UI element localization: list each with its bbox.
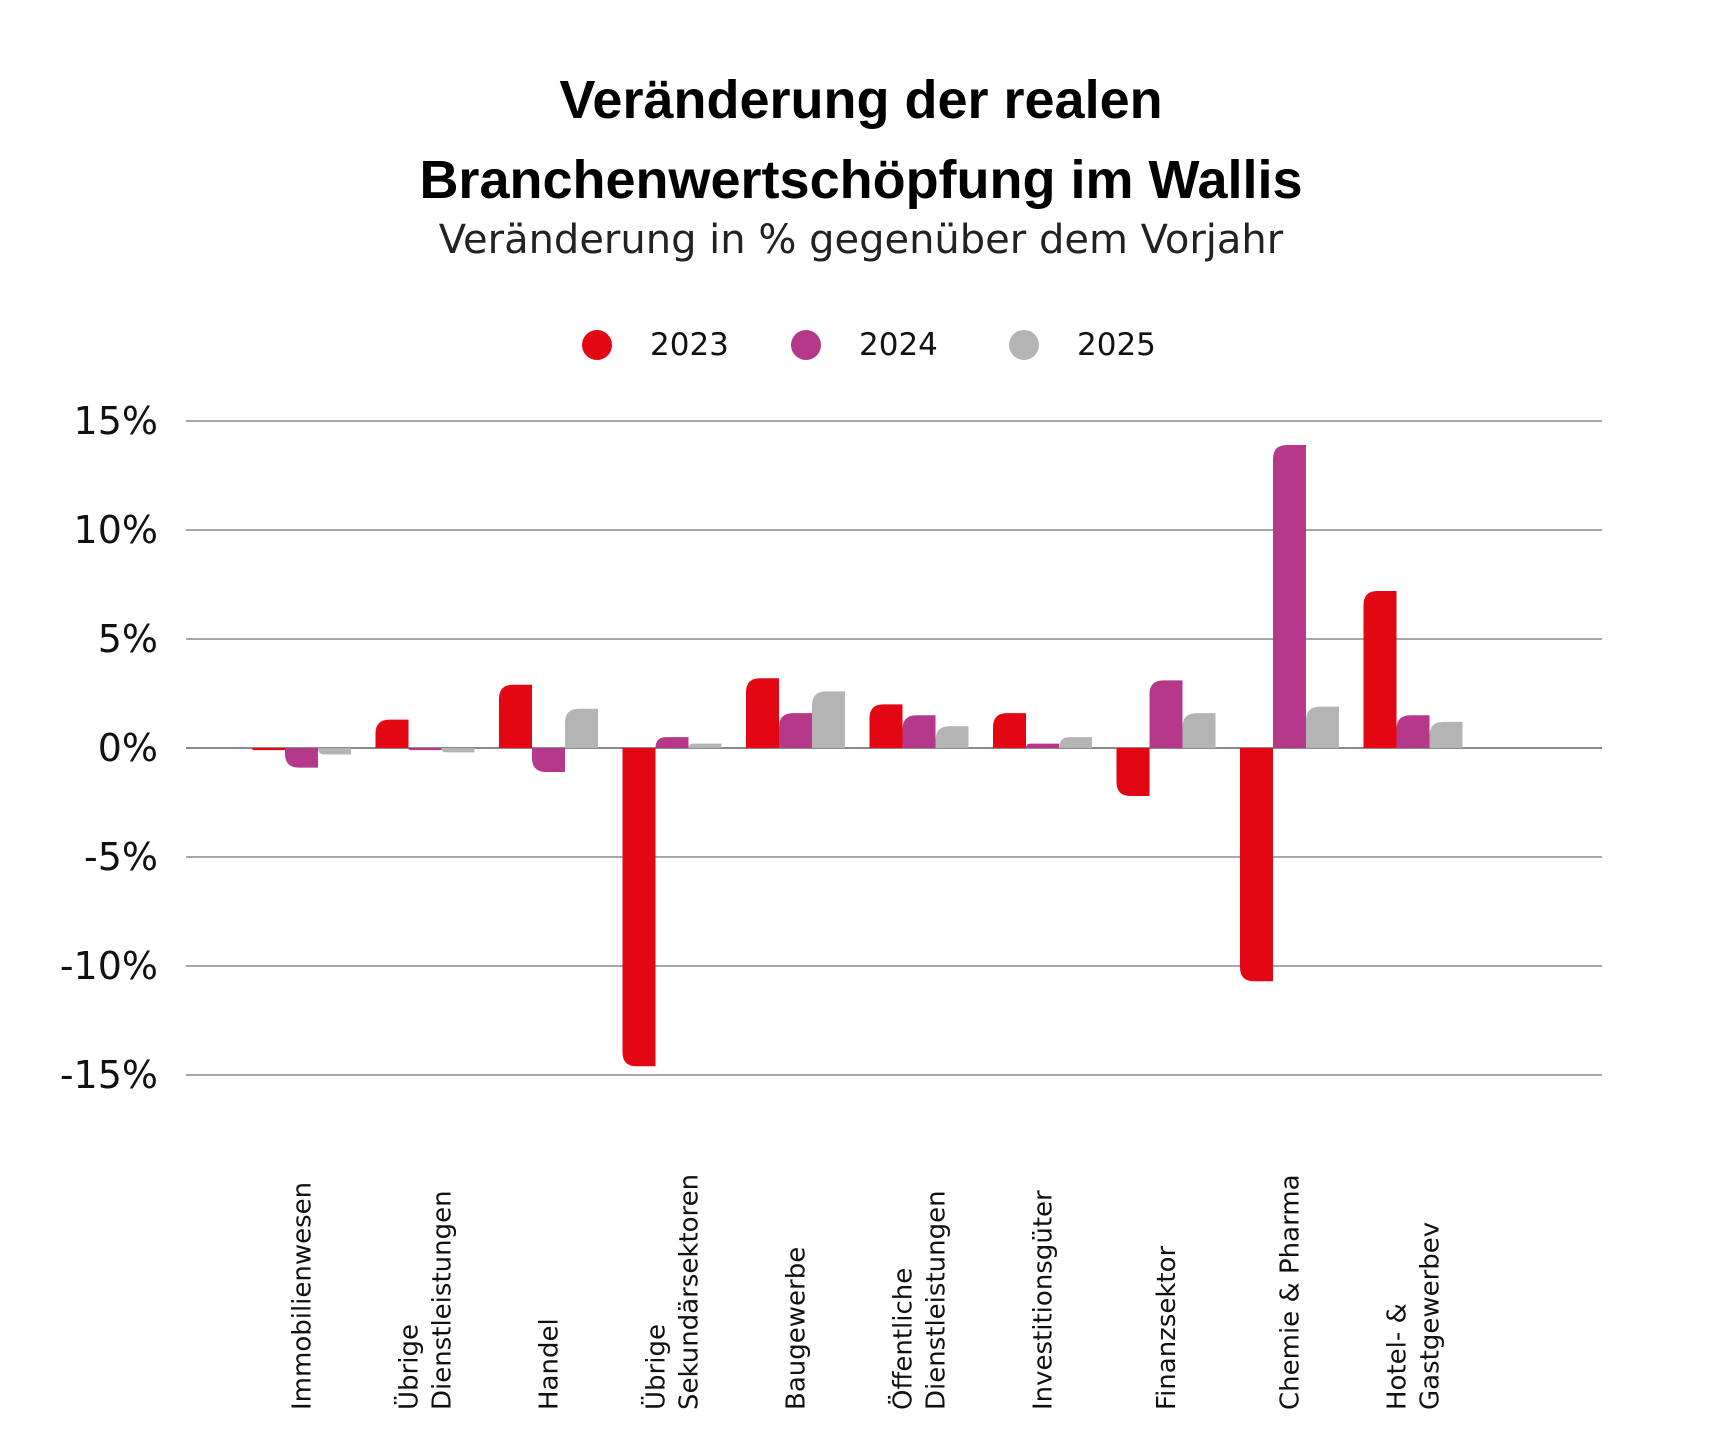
category-label: Gastgewerbev [1416, 1222, 1446, 1410]
bar-2025 [812, 691, 845, 748]
category-label: Dienstleistungen [428, 1190, 458, 1410]
bar-2024 [779, 713, 812, 748]
y-tick-label: 10% [74, 508, 158, 552]
category-label: Chemie & Pharma [1276, 1174, 1306, 1410]
y-tick-label: 5% [98, 617, 158, 661]
bar-2025 [565, 708, 598, 748]
bar-2024 [1149, 680, 1183, 748]
bar-2025 [1429, 721, 1463, 748]
bar-2023 [993, 713, 1026, 748]
category-label: Öffentliche [887, 1268, 919, 1410]
bar-2023 [746, 678, 779, 748]
legend-item-2023: 2023 [582, 322, 729, 368]
category-label: Baugewerbe [782, 1247, 812, 1410]
bar-2023 [375, 719, 409, 748]
y-tick-label: -5% [84, 835, 158, 879]
bar-2023 [252, 748, 285, 751]
bar-2024 [1026, 743, 1059, 748]
category-label: Übrige [393, 1324, 425, 1410]
bar-2024 [532, 748, 565, 772]
legend-swatch-2024 [791, 330, 821, 360]
category-label: Sekundärsektoren [675, 1174, 705, 1410]
legend-item-2024: 2024 [791, 322, 938, 368]
chart-subtitle: Veränderung in % gegenüber dem Vorjahr [438, 217, 1284, 263]
bar-2023 [1363, 591, 1397, 748]
bar-2024 [902, 715, 936, 748]
category-label: Handel [535, 1318, 565, 1410]
bar-2023 [1116, 748, 1150, 796]
legend-swatch-2023 [582, 330, 612, 360]
y-tick-label: -15% [60, 1053, 158, 1097]
chart-legend: 2023 2024 2025 [0, 322, 1722, 368]
category-label: Investitionsgüter [1029, 1190, 1059, 1410]
category-label: Übrige [640, 1324, 672, 1410]
y-tick-label: 0% [98, 726, 158, 770]
y-tick-label: 15% [74, 399, 158, 443]
bar-2024 [408, 748, 442, 751]
bar-2023 [869, 704, 903, 748]
bar-2025 [688, 743, 722, 748]
bar-2025 [1059, 737, 1092, 748]
bar-2025 [441, 748, 475, 753]
bar-2024 [655, 737, 689, 748]
legend-label-2023: 2023 [650, 327, 729, 363]
chart-title-line-1: Veränderung der realen [559, 70, 1163, 130]
bar-2023 [499, 684, 532, 748]
bar-2023 [622, 748, 656, 1067]
legend-swatch-2025 [1009, 330, 1039, 360]
bar-2025 [318, 748, 351, 755]
bar-2023 [1240, 748, 1273, 982]
legend-label-2024: 2024 [859, 327, 938, 363]
bar-2025 [1306, 706, 1339, 748]
bar-2024 [1396, 715, 1430, 748]
category-label: Dienstleistungen [922, 1190, 952, 1410]
bar-2025 [935, 726, 969, 748]
category-label: Hotel- & [1383, 1303, 1413, 1410]
bar-2024 [285, 748, 318, 768]
category-label: Immobilienwesen [288, 1182, 318, 1410]
legend-item-2025: 2025 [1009, 322, 1156, 368]
chart-title-line-2: Branchenwertschöpfung im Wallis [419, 150, 1303, 210]
bar-2025 [1182, 713, 1216, 748]
legend-label-2025: 2025 [1077, 327, 1156, 363]
bar-2024 [1273, 444, 1306, 748]
y-tick-label: -10% [60, 944, 158, 988]
category-label: Finanzsektor [1152, 1245, 1182, 1410]
